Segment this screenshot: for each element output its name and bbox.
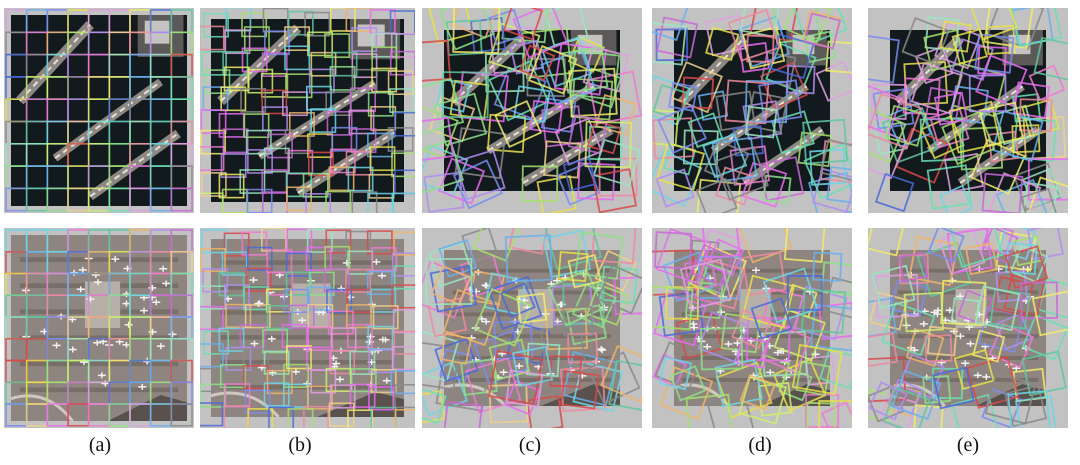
panel-2-airport <box>422 228 642 428</box>
sliding-window-boxes <box>200 8 415 213</box>
airport-aerial-photo <box>10 235 187 422</box>
sliding-window-boxes <box>422 8 642 213</box>
caption-e: (e) <box>956 434 980 456</box>
panel-3-harbor <box>652 8 852 213</box>
harbor-aerial-photo <box>11 15 187 206</box>
panel-0-harbor <box>4 8 194 213</box>
caption-d: (d) <box>748 434 772 456</box>
sliding-window-boxes <box>5 229 193 427</box>
sliding-window-boxes <box>652 228 852 428</box>
panel-1-harbor <box>200 8 415 213</box>
panel-4-harbor <box>868 8 1068 213</box>
caption-a: (a) <box>88 434 112 456</box>
sliding-window-boxes <box>652 8 852 213</box>
sliding-window-boxes <box>200 228 415 428</box>
panel-1-airport <box>200 228 415 428</box>
caption-c: (c) <box>518 434 542 456</box>
sliding-window-boxes <box>868 8 1068 213</box>
panel-4-airport <box>868 228 1068 428</box>
caption-b: (b) <box>288 434 312 456</box>
panel-0-airport <box>4 228 194 428</box>
panel-2-harbor <box>422 8 642 213</box>
sliding-window-boxes <box>5 9 193 212</box>
sliding-window-boxes <box>868 228 1068 428</box>
sliding-window-boxes <box>422 228 642 428</box>
panel-3-airport <box>652 228 852 428</box>
